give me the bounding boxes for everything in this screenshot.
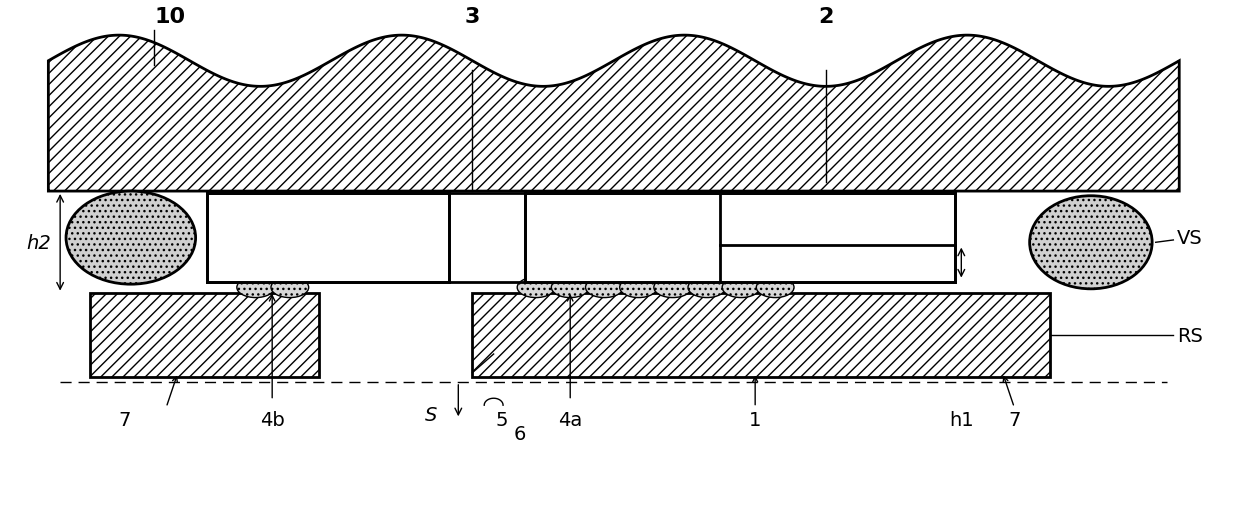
Ellipse shape — [688, 278, 725, 298]
Text: 5: 5 — [496, 410, 508, 429]
Bar — [89, 294, 320, 378]
Ellipse shape — [66, 192, 196, 285]
Text: VS: VS — [1177, 229, 1203, 247]
Ellipse shape — [585, 278, 624, 298]
Text: 10: 10 — [155, 7, 186, 27]
Text: 6: 6 — [513, 424, 526, 443]
Text: 7: 7 — [1008, 410, 1021, 429]
Bar — [207, 194, 449, 282]
Ellipse shape — [1029, 196, 1152, 289]
Ellipse shape — [653, 278, 692, 298]
Ellipse shape — [237, 278, 274, 298]
Text: S: S — [425, 406, 436, 424]
Ellipse shape — [517, 278, 556, 298]
Ellipse shape — [552, 278, 589, 298]
Polygon shape — [48, 36, 1179, 192]
Text: 1: 1 — [749, 410, 761, 429]
Text: h2: h2 — [26, 233, 51, 252]
Text: 3: 3 — [465, 7, 480, 27]
Ellipse shape — [272, 278, 309, 298]
Text: 4b: 4b — [260, 410, 284, 429]
Text: RS: RS — [1177, 326, 1203, 345]
Ellipse shape — [756, 278, 794, 298]
Text: 2: 2 — [818, 7, 833, 27]
Text: 4a: 4a — [558, 410, 583, 429]
Text: 7: 7 — [119, 410, 131, 429]
Text: h1: h1 — [949, 410, 973, 429]
Ellipse shape — [722, 278, 760, 298]
Bar — [526, 194, 955, 282]
Ellipse shape — [620, 278, 657, 298]
Bar — [472, 294, 1049, 378]
